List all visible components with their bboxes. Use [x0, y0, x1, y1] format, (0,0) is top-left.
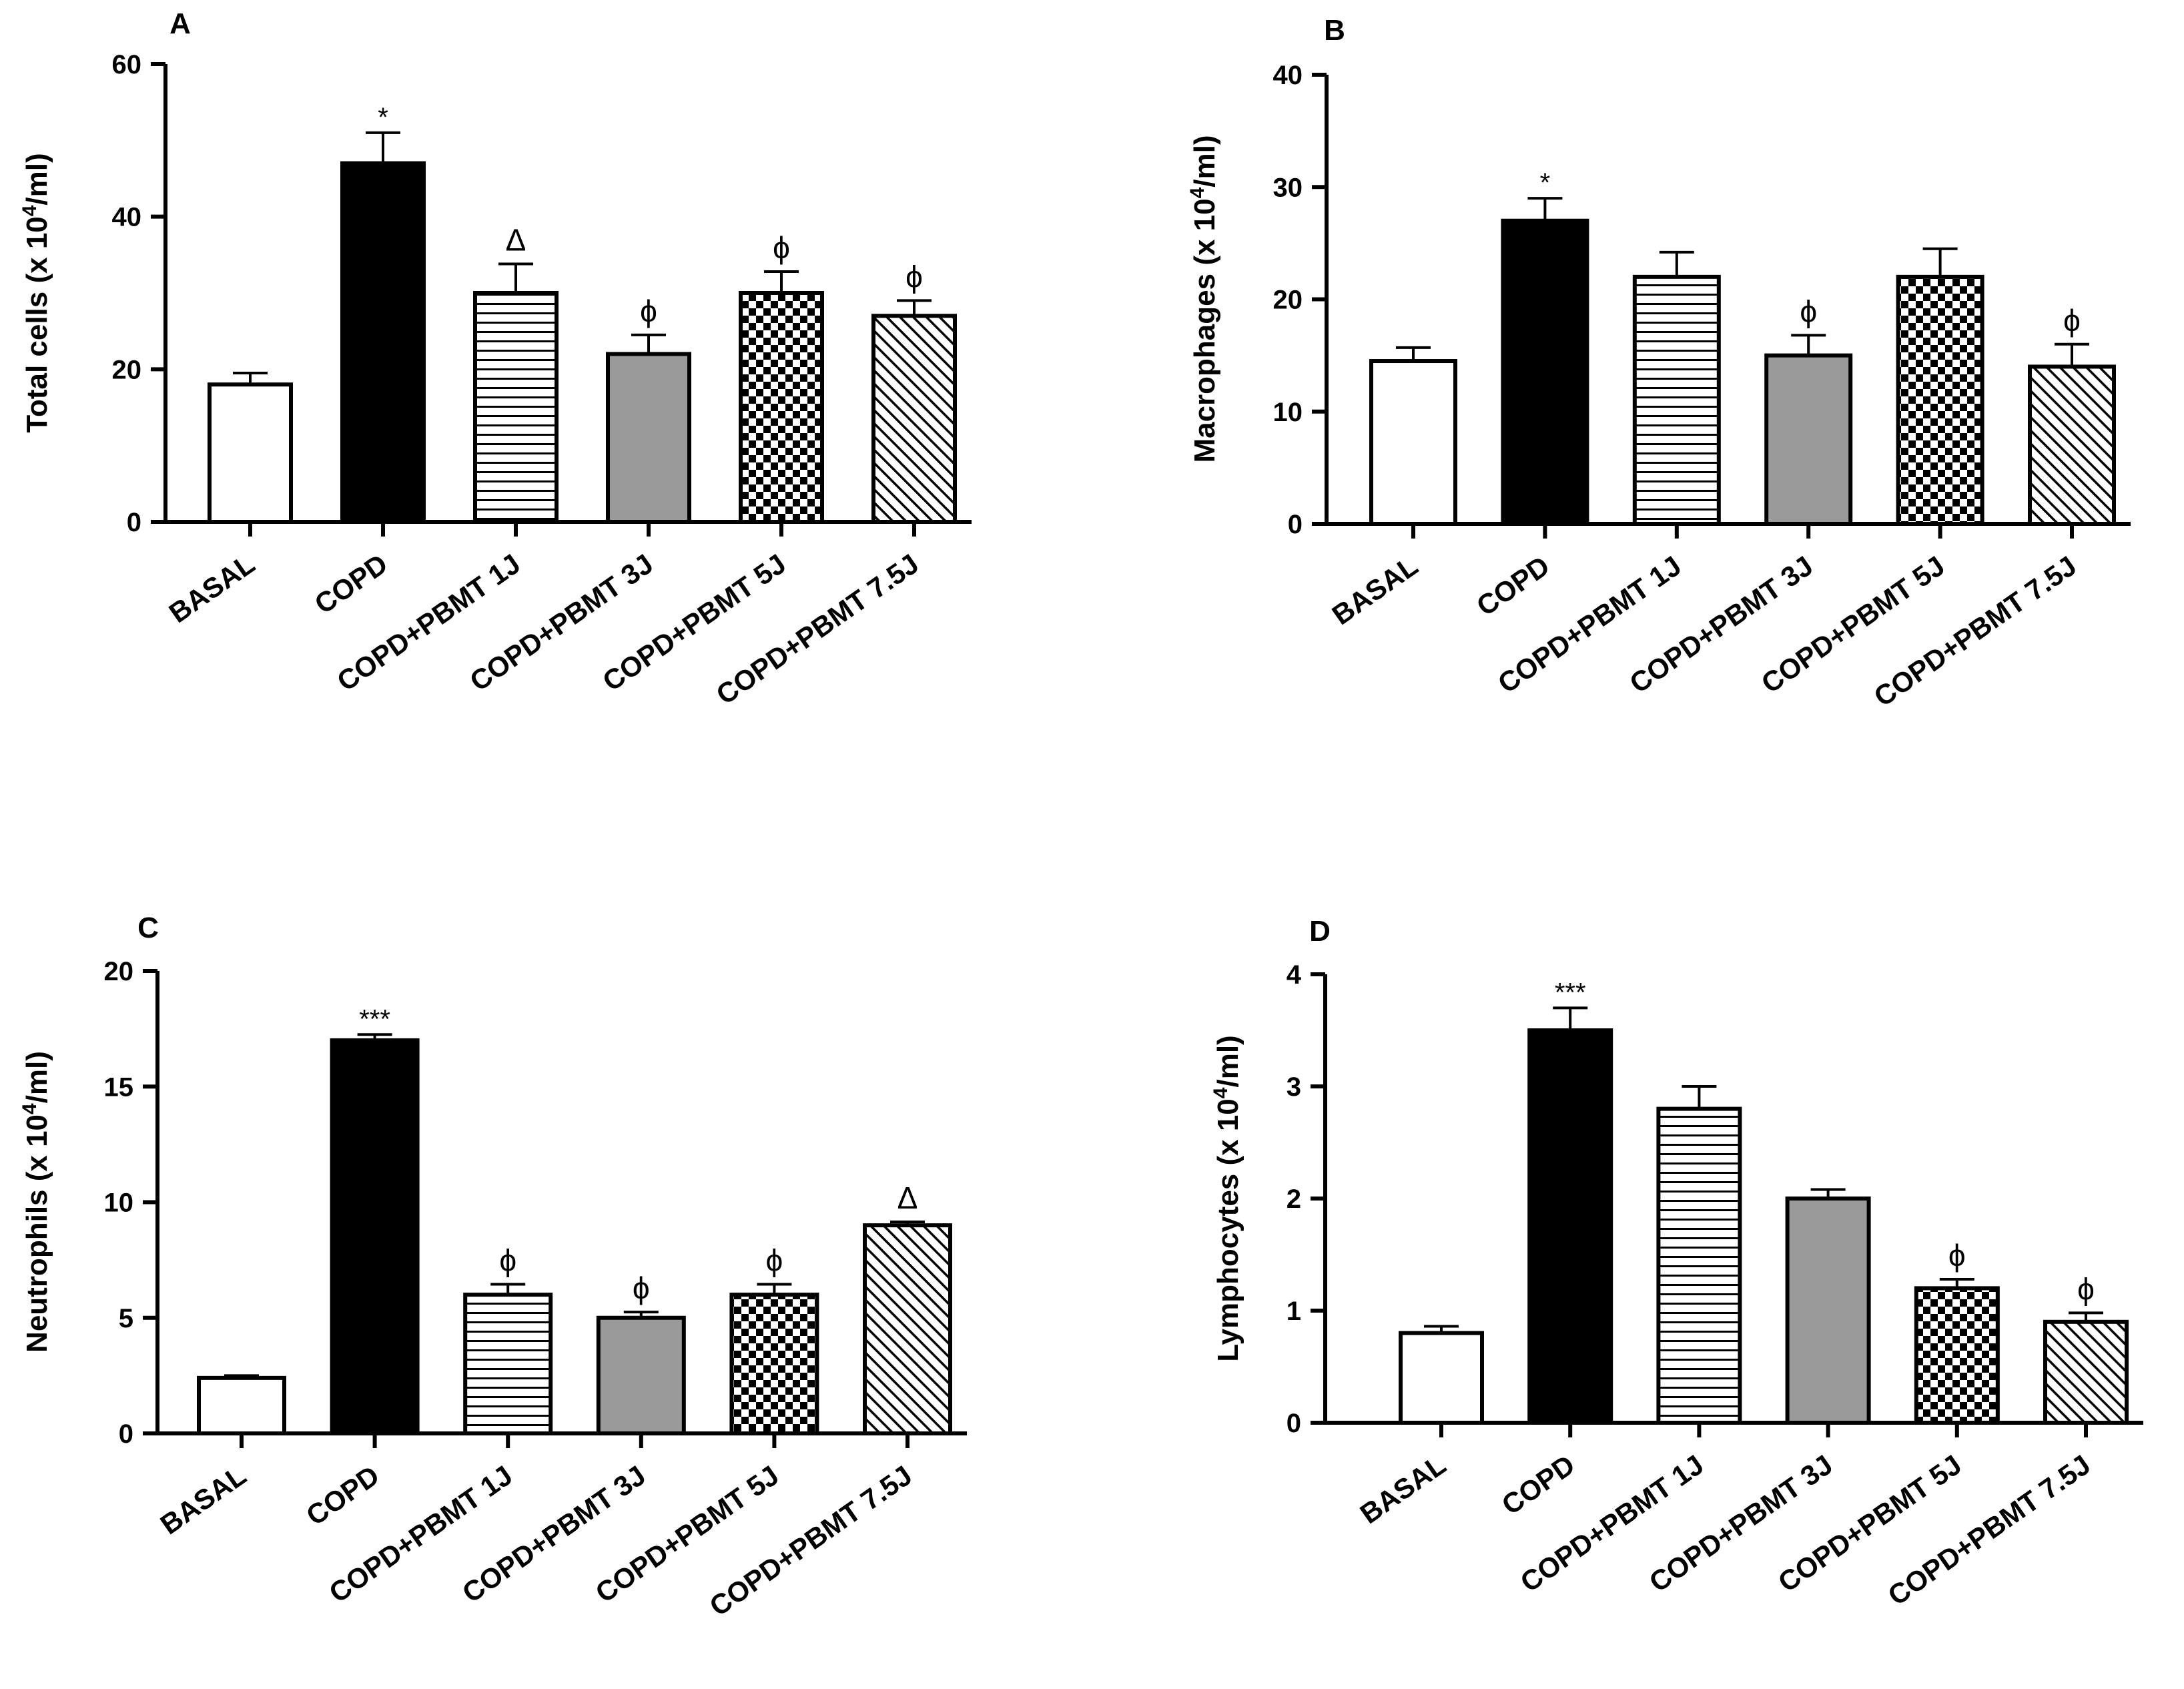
significance-mark: ϕ: [1800, 294, 1817, 328]
y-axis-title-unit: /ml): [21, 153, 53, 205]
significance-mark: ϕ: [1948, 1238, 1966, 1273]
bar: [606, 352, 691, 525]
panel-a: A Total cells (x 104/ml) 0 20 40 60 BASAL * COPD…: [19, 7, 972, 711]
significance-mark: ϕ: [766, 1243, 783, 1278]
significance-mark: ϕ: [773, 230, 790, 265]
significance-mark: *: [378, 103, 388, 132]
y-tick-label: 15: [104, 1072, 134, 1102]
significance-mark: *: [1540, 168, 1551, 198]
y-tick-label: 40: [1273, 61, 1303, 90]
significance-mark: ***: [1555, 978, 1586, 1007]
y-axis-title-unit: /ml): [1188, 135, 1221, 187]
significance-mark: Δ: [506, 223, 526, 258]
bar: [330, 1038, 420, 1435]
bar: [729, 1293, 819, 1435]
significance-mark: ***: [359, 1004, 390, 1034]
panel-c: C Neutrophils (x 104/ml) 0 5 10 15 20 BASAL *** C…: [19, 912, 967, 1622]
significance-mark: ϕ: [2063, 303, 2081, 338]
bar: [1764, 353, 1853, 526]
bar: [473, 291, 559, 524]
bar: [208, 382, 293, 525]
y-axis-title-exp: 4: [19, 1103, 41, 1114]
y-tick-label: 1: [1287, 1297, 1301, 1326]
bar: [2043, 1319, 2129, 1425]
bar: [1369, 359, 1457, 526]
y-tick-label: 0: [1288, 510, 1303, 539]
category-label: BASAL: [1327, 550, 1423, 631]
bar: [1632, 274, 1721, 526]
category-label: COPD: [1471, 550, 1555, 622]
y-tick-label: 20: [112, 355, 142, 384]
bar: [863, 1223, 952, 1436]
bar: [1914, 1286, 2000, 1425]
y-axis-title-exp: 4: [1210, 1087, 1232, 1098]
y-tick-label: 2: [1287, 1185, 1301, 1214]
y-tick-label: 0: [1287, 1409, 1301, 1438]
bar: [463, 1293, 553, 1435]
category-label: BASAL: [163, 548, 260, 629]
y-tick-label: 5: [119, 1304, 133, 1333]
panel-letter: D: [1309, 915, 1331, 948]
panel-b: B Macrophages (x 104/ml) 0 10 20 30 40 BASAL * CO…: [1186, 14, 2131, 713]
y-tick-label: 20: [104, 957, 134, 986]
category-label: COPD: [309, 548, 393, 620]
bar: [1896, 274, 1984, 526]
panel-letter: C: [137, 912, 159, 944]
bar: [1501, 218, 1589, 526]
significance-mark: ϕ: [499, 1243, 516, 1278]
y-axis-title-main: Neutrophils (x 10: [21, 1114, 53, 1353]
bar: [1399, 1331, 1484, 1425]
category-label: BASAL: [1355, 1449, 1451, 1530]
y-axis-title-main: Total cells (x 10: [21, 216, 53, 432]
bar: [739, 291, 824, 524]
y-tick-label: 20: [1273, 286, 1303, 315]
bar: [2028, 364, 2116, 527]
panel-letter: A: [169, 7, 191, 40]
y-tick-label: 10: [1273, 398, 1303, 427]
panel-letter: B: [1324, 14, 1345, 47]
bar: [340, 161, 426, 524]
y-axis-title-main: Lymphocytes (x 10: [1212, 1098, 1244, 1362]
y-tick-label: 4: [1287, 960, 1302, 990]
y-axis-title: Lymphocytes (x 104/ml): [1210, 1035, 1245, 1361]
y-axis-title-unit: /ml): [21, 1051, 53, 1103]
category-label: BASAL: [155, 1459, 252, 1540]
bar: [1527, 1028, 1613, 1425]
bar: [1656, 1106, 1742, 1425]
bar: [596, 1315, 686, 1435]
y-tick-label: 40: [112, 203, 142, 232]
significance-mark: ϕ: [905, 259, 923, 294]
y-axis-title: Neutrophils (x 104/ml): [19, 1051, 54, 1353]
y-axis-title-unit: /ml): [1212, 1035, 1244, 1087]
significance-mark: ϕ: [2077, 1271, 2095, 1306]
bar: [197, 1375, 286, 1436]
y-axis-title-exp: 4: [19, 205, 41, 216]
bar: [1785, 1197, 1871, 1425]
y-axis-title-main: Macrophages (x 10: [1188, 198, 1221, 462]
bar: [871, 314, 957, 524]
y-tick-label: 30: [1273, 173, 1303, 202]
y-tick-label: 0: [119, 1419, 133, 1449]
y-tick-label: 0: [127, 508, 141, 537]
y-axis-title: Macrophages (x 104/ml): [1186, 135, 1222, 462]
significance-mark: Δ: [897, 1180, 918, 1215]
y-tick-label: 10: [104, 1189, 134, 1218]
significance-mark: ϕ: [640, 294, 657, 328]
significance-mark: ϕ: [633, 1271, 650, 1305]
y-axis-title-exp: 4: [1186, 187, 1208, 198]
y-axis-title: Total cells (x 104/ml): [19, 153, 54, 432]
category-label: COPD: [300, 1459, 384, 1532]
category-label: COPD: [1496, 1449, 1580, 1521]
y-tick-label: 60: [112, 50, 142, 79]
y-tick-label: 3: [1287, 1072, 1301, 1102]
